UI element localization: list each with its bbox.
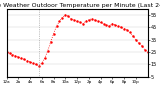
Title: Milwaukee Weather Outdoor Temperature per Minute (Last 24 Hours): Milwaukee Weather Outdoor Temperature pe… <box>0 3 160 8</box>
